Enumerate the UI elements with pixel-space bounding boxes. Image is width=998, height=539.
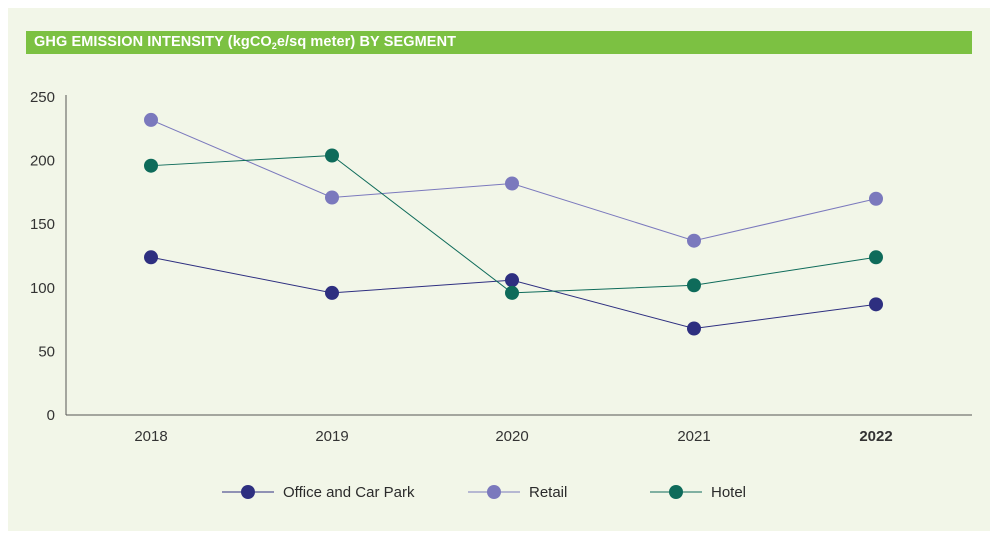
data-point — [325, 285, 339, 300]
x-tick-label: 2022 — [859, 428, 892, 445]
chart-panel — [8, 8, 990, 531]
y-tick-label: 250 — [30, 89, 55, 106]
y-tick-label: 150 — [30, 216, 55, 233]
y-tick-label: 200 — [30, 153, 55, 170]
data-point — [144, 112, 158, 127]
data-point — [687, 233, 701, 248]
x-tick-label: 2020 — [495, 428, 528, 445]
chart-title-bar: GHG EMISSION INTENSITY (kgCO2e/sq meter)… — [26, 31, 972, 54]
data-point — [144, 250, 158, 265]
series-points — [144, 112, 883, 336]
data-point — [869, 191, 883, 206]
data-point — [687, 321, 701, 336]
legend-label: Retail — [529, 484, 567, 501]
data-point — [505, 285, 519, 300]
data-point — [505, 176, 519, 191]
y-tick-label: 0 — [47, 407, 55, 424]
legend-marker — [669, 485, 683, 499]
y-axis-ticks: 0 50 100 150 200 250 — [30, 89, 55, 424]
legend-label: Office and Car Park — [283, 484, 415, 501]
x-axis-ticks: 2018 2019 2020 2021 2022 — [134, 428, 892, 445]
y-tick-label: 100 — [30, 280, 55, 297]
data-point — [869, 297, 883, 312]
data-point — [144, 158, 158, 173]
legend-label: Hotel — [711, 484, 746, 501]
x-tick-label: 2019 — [315, 428, 348, 445]
chart-title: GHG EMISSION INTENSITY (kgCO2e/sq meter)… — [34, 34, 457, 51]
data-point — [869, 250, 883, 265]
data-point — [505, 273, 519, 288]
legend-marker — [241, 485, 255, 499]
y-tick-label: 50 — [38, 343, 55, 360]
axes — [65, 95, 972, 416]
data-point — [687, 278, 701, 293]
x-tick-label: 2021 — [677, 428, 710, 445]
data-point — [325, 190, 339, 205]
data-point — [325, 148, 339, 163]
x-tick-label: 2018 — [134, 428, 167, 445]
legend-marker — [487, 485, 501, 499]
legend: Office and Car Park Retail Hotel — [222, 484, 746, 501]
